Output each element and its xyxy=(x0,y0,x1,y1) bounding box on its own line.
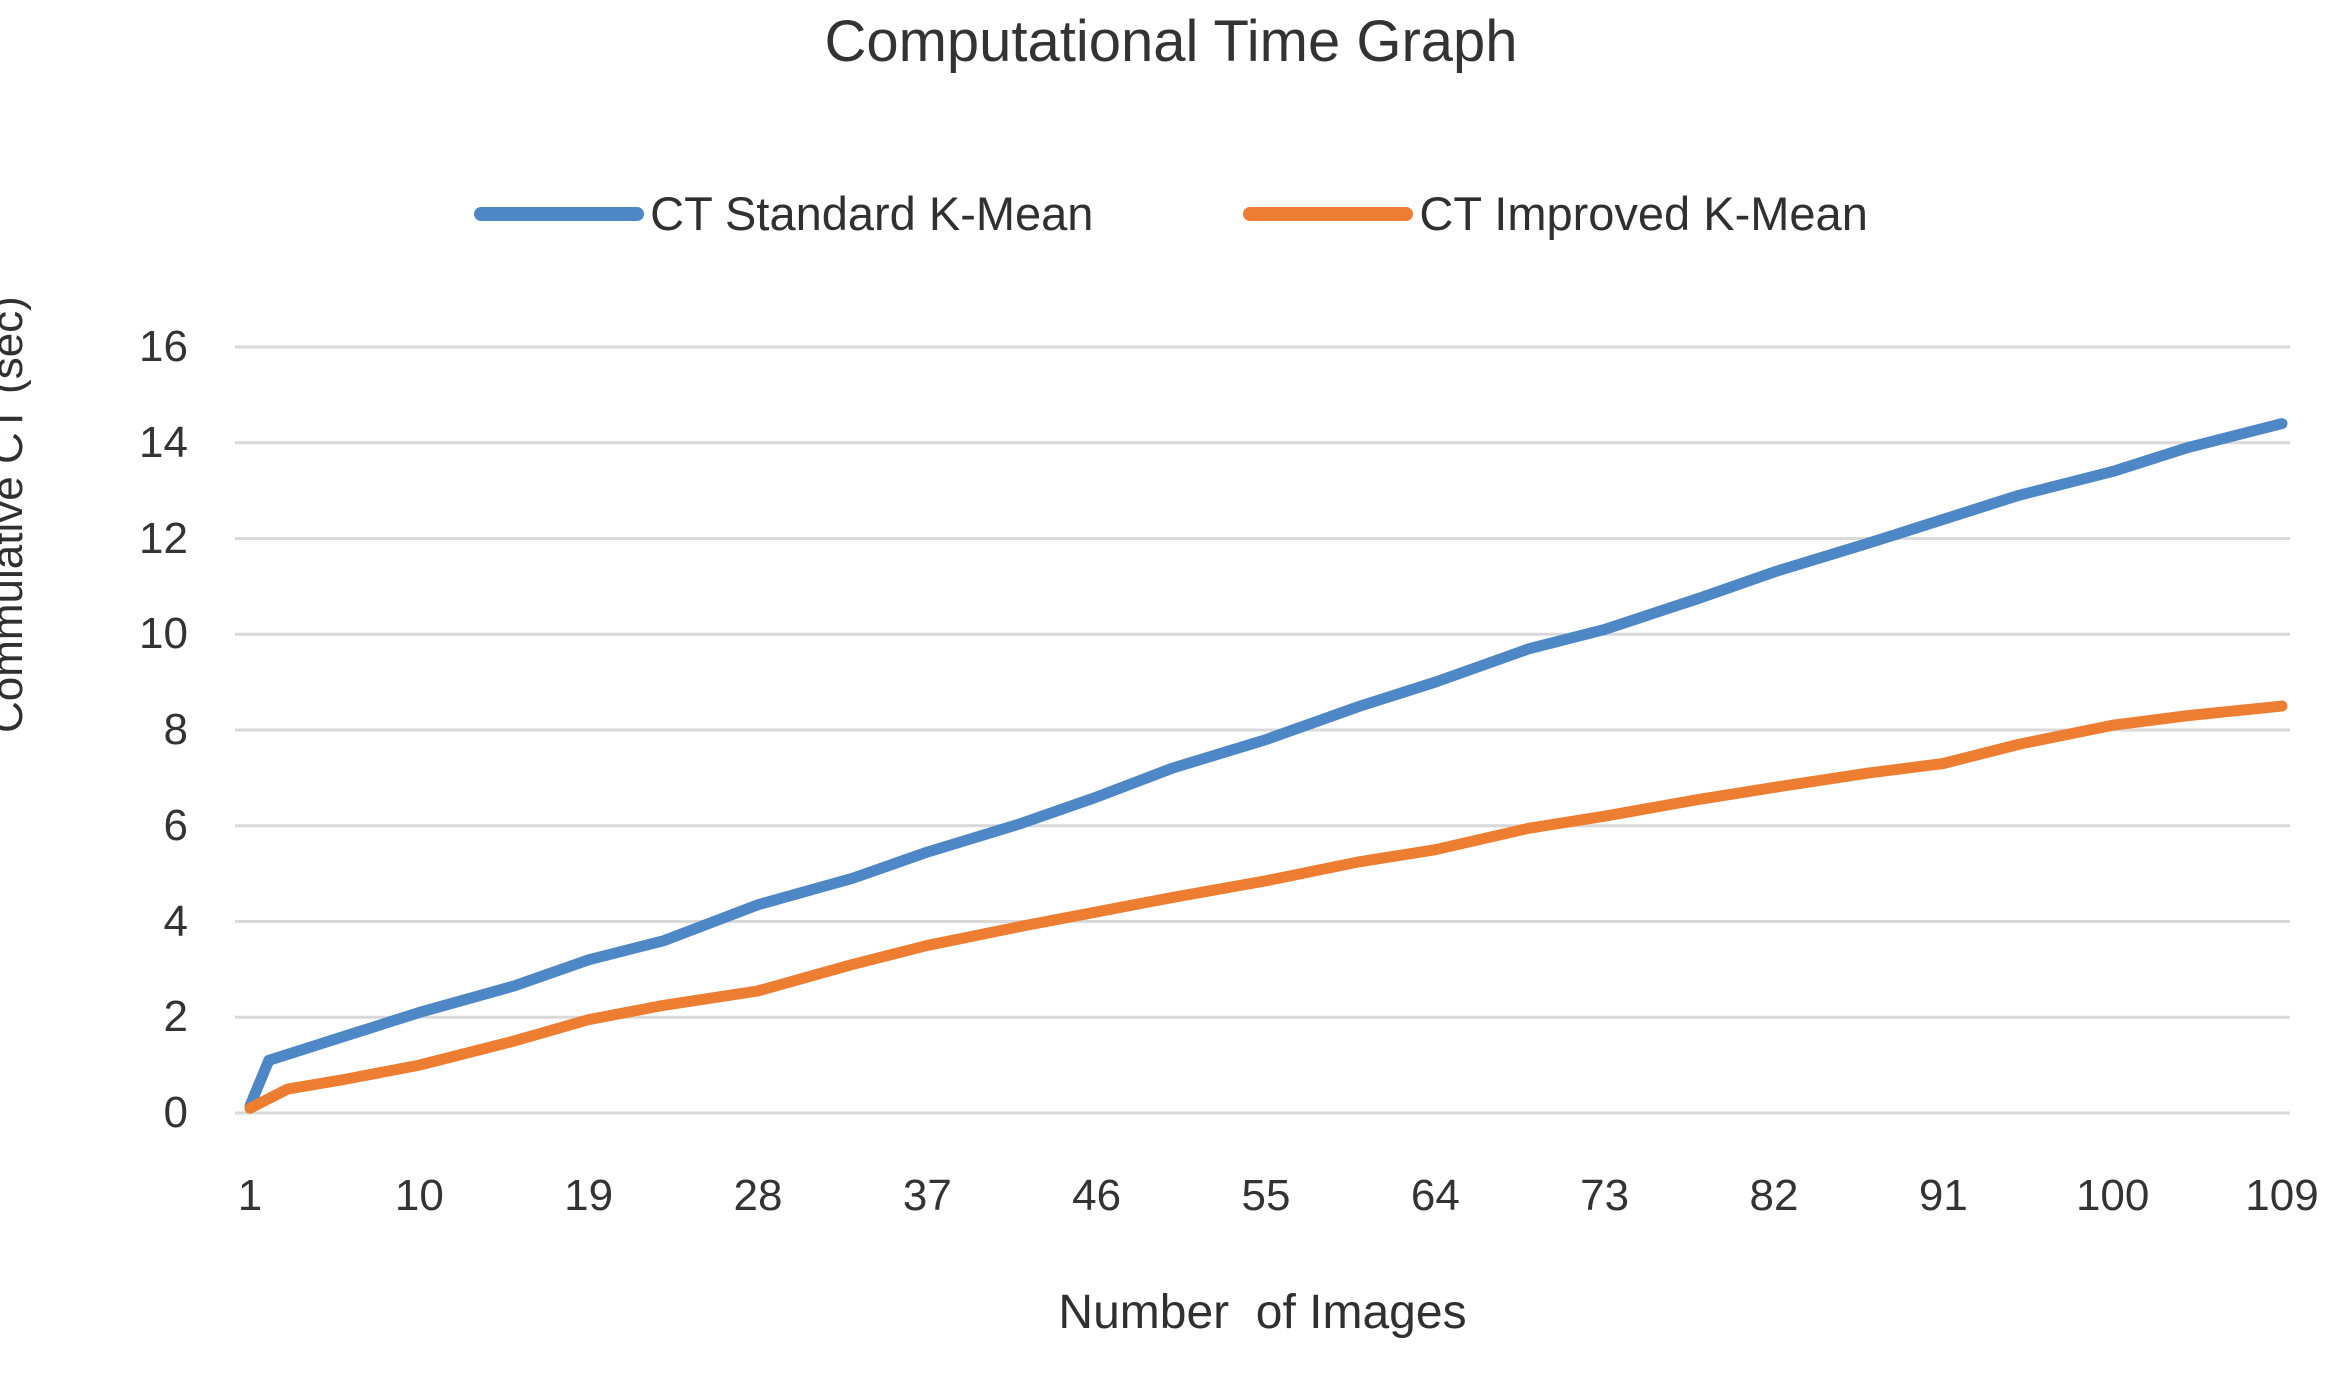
legend-item-improved: CT Improved K-Mean xyxy=(1243,186,1868,241)
y-tick-label-16: 16 xyxy=(139,322,188,371)
y-tick-label-6: 6 xyxy=(163,800,188,850)
legend-line-swatch-standard xyxy=(474,206,645,221)
x-tick-label-37: 37 xyxy=(902,1171,952,1220)
legend-item-standard: CT Standard K-Mean xyxy=(474,186,1093,241)
x-tick-label-28: 28 xyxy=(733,1171,783,1220)
x-tick-label-73: 73 xyxy=(1580,1171,1630,1220)
x-tick-label-109: 109 xyxy=(2245,1171,2319,1220)
x-tick-label-100: 100 xyxy=(2075,1171,2150,1220)
y-tick-label-2: 2 xyxy=(163,992,188,1042)
x-tick-label-91: 91 xyxy=(1918,1171,1968,1220)
legend-label-improved: CT Improved K-Mean xyxy=(1419,187,1868,240)
y-tick-label-0: 0 xyxy=(163,1088,188,1137)
y-tick-label-8: 8 xyxy=(163,705,188,754)
y-tick-label-10: 10 xyxy=(139,609,188,659)
y-tick-label-4: 4 xyxy=(163,896,188,946)
chart-legend: CT Standard K-Mean CT Improved K-Mean xyxy=(0,186,2342,241)
legend-label-standard: CT Standard K-Mean xyxy=(650,187,1094,240)
series-line-standard xyxy=(244,418,2288,1112)
chart-title: Computational Time Graph xyxy=(824,9,1518,74)
x-tick-label-1: 1 xyxy=(237,1171,263,1220)
x-tick-label-19: 19 xyxy=(564,1171,614,1220)
series-line-improved xyxy=(244,700,2288,1114)
x-axis-title: Number of Images xyxy=(1058,1286,1467,1339)
y-tick-label-14: 14 xyxy=(139,417,188,467)
x-tick-label-10: 10 xyxy=(394,1171,444,1220)
x-tick-label-46: 46 xyxy=(1072,1171,1122,1220)
y-tick-label-12: 12 xyxy=(139,513,188,563)
x-tick-label-82: 82 xyxy=(1749,1171,1799,1220)
legend-line-swatch-improved xyxy=(1243,206,1414,221)
x-tick-label-64: 64 xyxy=(1410,1171,1460,1220)
x-tick-label-55: 55 xyxy=(1241,1171,1291,1220)
